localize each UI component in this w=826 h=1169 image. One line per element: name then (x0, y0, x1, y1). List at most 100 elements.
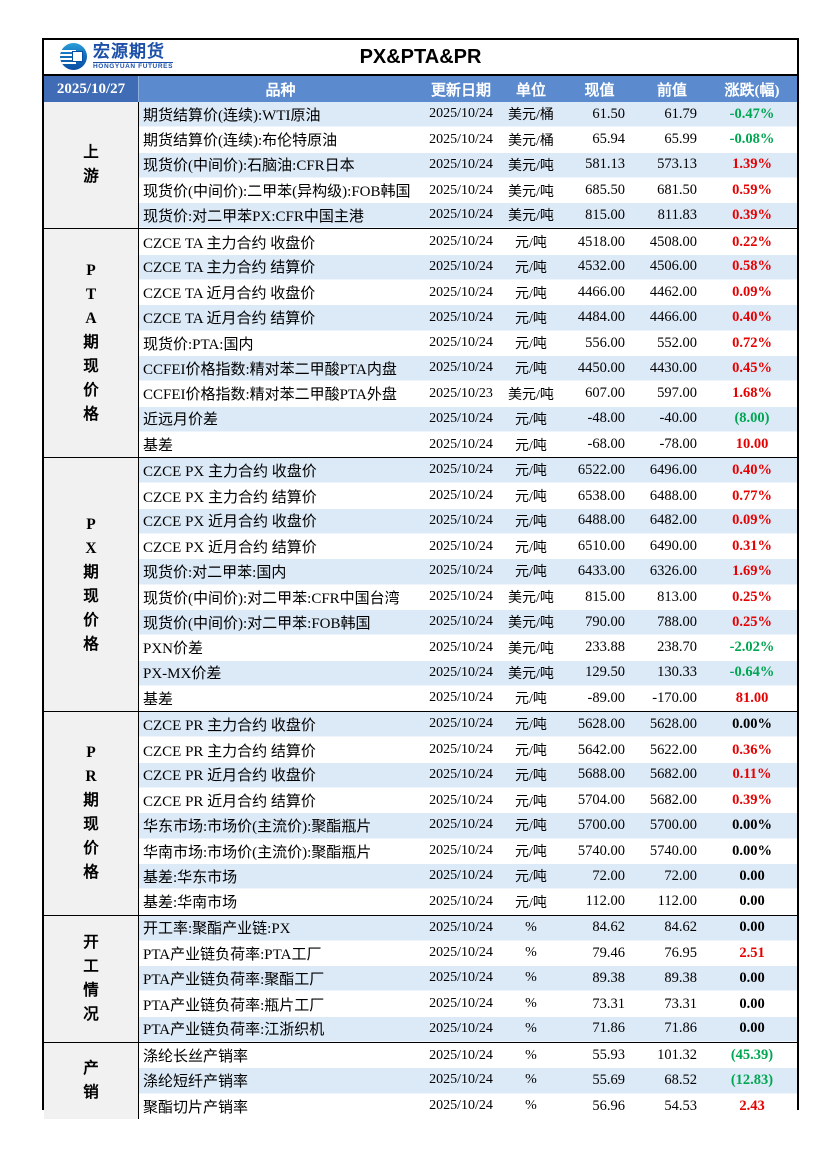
cell-now: 6433.00 (577, 562, 625, 579)
cell-unit: 美元/吨 (508, 641, 554, 657)
cell-date: 2025/10/24 (429, 462, 493, 478)
cell-prev: 552.00 (657, 334, 697, 351)
cell-name: CZCE PX 近月合约 收盘价 (143, 514, 317, 531)
cell-change: 1.39% (732, 156, 772, 173)
cell-unit: 美元/桶 (508, 108, 554, 124)
cell-name: CZCE TA 近月合约 收盘价 (143, 286, 316, 303)
cell-unit: 元/吨 (515, 895, 547, 911)
cell-prev: 61.79 (664, 105, 697, 122)
cell-unit: % (525, 919, 537, 935)
header-col-previous-value: 前值 (656, 82, 687, 99)
cell-date: 2025/10/24 (429, 614, 493, 630)
cell-prev: 68.52 (664, 1071, 697, 1088)
cell-prev: 72.00 (664, 867, 697, 884)
header-col-name: 品种 (265, 82, 296, 99)
section-pr-prices: P R 期现价格 CZCE PR 主力合约 收盘价 2025/10/24 元/吨 5628.… (44, 712, 797, 916)
cell-change: 0.09% (732, 284, 772, 301)
table-row: CZCE PR 主力合约 结算价 2025/10/24 元/吨 5642.00 5622… (139, 737, 797, 763)
cell-date: 2025/10/24 (429, 716, 493, 732)
cell-name: PTA产业链负荷率:聚酯工厂 (143, 971, 325, 988)
cell-date: 2025/10/24 (429, 1047, 493, 1063)
cell-date: 2025/10/24 (429, 817, 493, 833)
cell-change: 0.00% (732, 715, 772, 732)
cell-date: 2025/10/24 (429, 766, 493, 782)
cell-date: 2025/10/24 (429, 664, 493, 680)
cell-prev: -170.00 (652, 689, 697, 706)
cell-now: 6522.00 (577, 461, 625, 478)
cell-name: 现货价:对二甲苯PX:CFR中国主港 (143, 208, 364, 225)
table-row: 期货结算价(连续):WTI原油 2025/10/24 美元/桶 61.50 61.79 -… (139, 102, 797, 128)
cell-now: 55.93 (592, 1047, 625, 1064)
cell-unit: 元/吨 (515, 236, 547, 252)
cell-change: 1.68% (732, 385, 772, 402)
cell-unit: 元/吨 (515, 260, 547, 276)
cell-change: 2.51 (739, 944, 765, 961)
cell-now: 6538.00 (577, 487, 625, 504)
cell-date: 2025/10/24 (429, 996, 493, 1012)
section-pta-prices: P T A 期现价格 CZCE TA 主力合约 收盘价 2025/10/24 元/吨 4518… (44, 229, 797, 459)
cell-unit: 元/吨 (515, 514, 547, 530)
cell-date: 2025/10/24 (429, 690, 493, 706)
table-row: CZCE PX 近月合约 收盘价 2025/10/24 元/吨 6488.00 6482… (139, 508, 797, 535)
table-row: 涤纶短纤产销率 2025/10/24% 55.69 68.52 (12.83) (139, 1068, 797, 1094)
table-row: CCFEI价格指数:精对苯二甲酸PTA外盘 2025/10/23 美元/吨 607.0… (139, 381, 797, 407)
cell-change: 0.00 (739, 1020, 765, 1037)
cell-name: 现货价(中间价):对二甲苯:FOB韩国 (143, 615, 371, 632)
cell-date: 2025/10/24 (429, 1020, 493, 1036)
cell-name: PXN价差 (143, 641, 204, 658)
table-row: 现货价:对二甲苯:国内 2025/10/24 元/吨 6433.00 6326.00 1.… (139, 559, 797, 585)
cell-now: 4532.00 (577, 258, 625, 275)
cell-unit: % (525, 1098, 537, 1114)
cell-date: 2025/10/24 (429, 589, 493, 605)
header-sheet-date: 2025/10/27 (44, 76, 139, 102)
cell-change: 0.00 (739, 893, 765, 910)
cell-date: 2025/10/24 (429, 919, 493, 935)
cell-name: 开工率:聚酯产业链:PX (143, 921, 291, 938)
cell-date: 2025/10/24 (429, 843, 493, 859)
title-bar: 宏源期货 HONGYUAN FUTURES PX&PTA&PR (44, 40, 797, 76)
cell-unit: 元/吨 (515, 464, 547, 480)
cell-prev: 5622.00 (649, 741, 697, 758)
cell-unit: % (525, 1072, 537, 1088)
cell-change: (45.39) (730, 1047, 774, 1064)
cell-now: 815.00 (585, 206, 625, 223)
cell-date: 2025/10/24 (429, 742, 493, 758)
cell-prev: 130.33 (657, 664, 697, 681)
cell-name: CZCE PR 近月合约 收盘价 (143, 768, 316, 785)
cell-now: -68.00 (587, 436, 625, 452)
cell-change: 1.69% (732, 562, 772, 579)
cell-prev: 573.13 (657, 156, 697, 173)
cell-change: 0.59% (732, 182, 772, 199)
cell-unit: 元/吨 (515, 819, 547, 835)
cell-now: 5700.00 (577, 816, 625, 833)
cell-name: 基差 (143, 691, 174, 708)
cell-unit: 元/吨 (515, 438, 547, 454)
cell-name: 现货价(中间价):石脑油:CFR日本 (143, 158, 355, 175)
cell-date: 2025/10/24 (429, 360, 493, 376)
cell-prev: 54.53 (664, 1097, 697, 1114)
cell-prev: 5682.00 (649, 766, 697, 783)
cell-name: CZCE TA 主力合约 结算价 (143, 260, 316, 277)
cell-name: CZCE PX 主力合约 结算价 (143, 489, 317, 506)
cell-date: 2025/10/24 (429, 512, 493, 528)
cell-now: 5704.00 (577, 792, 625, 809)
cell-name: CZCE PR 主力合约 结算价 (143, 743, 316, 760)
section-operating: 开工情况开工率:聚酯产业链:PX 2025/10/24% 84.62 84.62 0.0… (44, 915, 797, 1043)
cell-now: 6488.00 (577, 512, 625, 529)
cell-now: 4518.00 (577, 233, 625, 250)
cell-name: PTA产业链负荷率:瓶片工厂 (143, 997, 325, 1014)
table-row: 聚酯切片产销率 2025/10/24% 56.96 54.53 2.43 (139, 1093, 797, 1119)
cell-now: 112.00 (585, 893, 625, 910)
table-row: CZCE TA 主力合约 结算价 2025/10/24 元/吨 4532.00 4506… (139, 254, 797, 281)
table-row: 基差 2025/10/24 元/吨 -68.00 -78.00 10.00 (139, 431, 797, 458)
section-upstream: 上游期货结算价(连续):WTI原油 2025/10/24 美元/桶 61.50 61.7… (44, 102, 797, 230)
cell-date: 2025/10/24 (429, 284, 493, 300)
cell-unit: 美元/吨 (508, 591, 554, 607)
table-row: 现货价:PTA:国内 2025/10/24 元/吨 556.00 552.00 0.72% (139, 330, 797, 356)
cell-change: 0.09% (732, 512, 772, 529)
table-row: PTA产业链负荷率:江浙织机 2025/10/24% 71.86 71.86 0.00 (139, 1016, 797, 1042)
cell-change: 0.39% (732, 206, 772, 223)
